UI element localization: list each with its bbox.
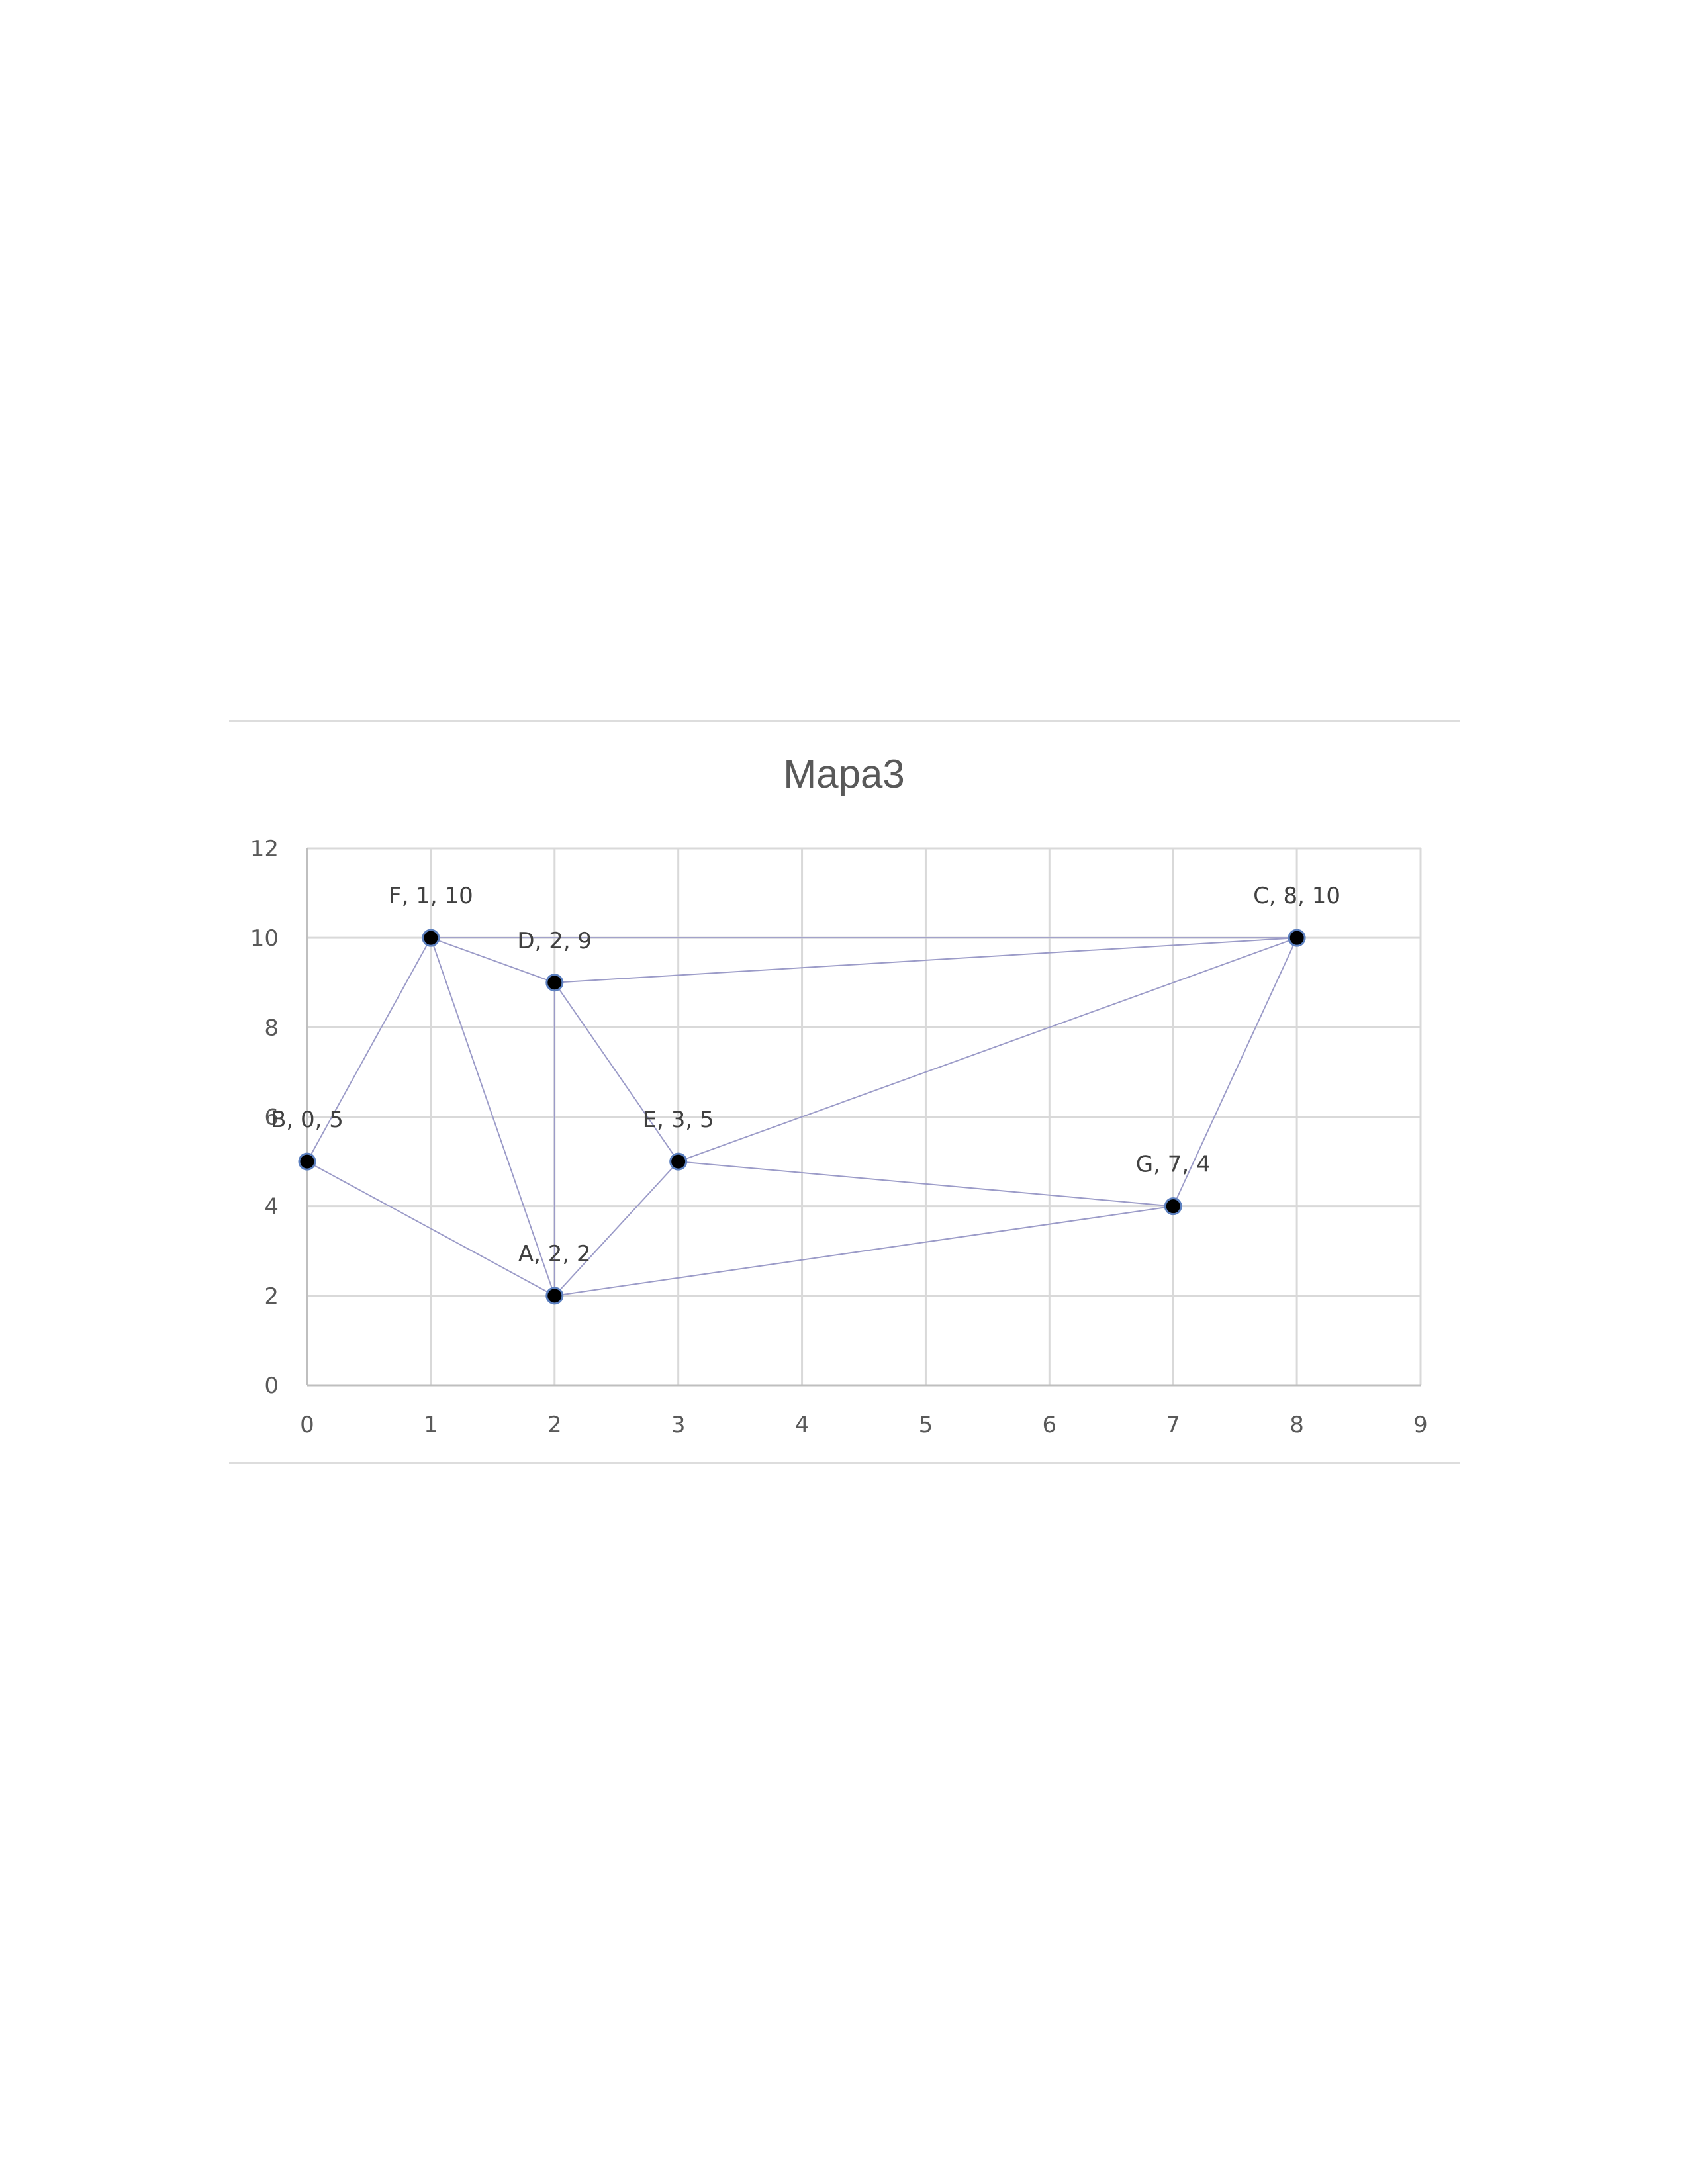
grid (307, 847, 1422, 1385)
x-tick-label: 3 (671, 1412, 686, 1438)
y-tick-label: 10 (250, 925, 279, 952)
edge-e-g (678, 1161, 1174, 1207)
edge-d-e (553, 982, 679, 1162)
point-label-d: D, 2, 9 (517, 928, 592, 954)
point-labels: A, 2, 2 B, 0, 5 C, 8, 10 D, 2, 9 E, 3, 5 F, 1… (271, 883, 1340, 1267)
point-f (422, 929, 440, 947)
y-tick-label: 4 (264, 1194, 279, 1220)
points (298, 929, 1306, 1305)
y-tick-label: 2 (264, 1283, 279, 1310)
edge-b-a (306, 1161, 555, 1297)
x-tick-label: 9 (1413, 1412, 1428, 1438)
x-tick-label: 4 (795, 1412, 810, 1438)
point-label-e: E, 3, 5 (643, 1107, 714, 1133)
point-label-c: C, 8, 10 (1253, 883, 1340, 909)
x-tick-label: 6 (1043, 1412, 1057, 1438)
edge-a-g (554, 1205, 1174, 1297)
edge-f-d (430, 937, 555, 983)
y-tick-label: 0 (264, 1373, 279, 1399)
x-tick-label: 2 (547, 1412, 562, 1438)
point-a (545, 1287, 564, 1305)
edge-d-c (554, 937, 1297, 983)
x-tick-label: 0 (300, 1412, 314, 1438)
x-tick-label: 5 (919, 1412, 933, 1438)
point-label-f: F, 1, 10 (389, 883, 473, 909)
point-g (1164, 1197, 1182, 1216)
point-label-a: A, 2, 2 (518, 1241, 591, 1267)
point-d (545, 974, 564, 992)
y-tick-label: 12 (250, 836, 279, 862)
point-e (669, 1152, 688, 1171)
x-tick-label: 1 (424, 1412, 438, 1438)
point-label-g: G, 7, 4 (1136, 1152, 1211, 1178)
edge-a-e (554, 1161, 679, 1297)
edges (306, 937, 1298, 1297)
point-label-b: B, 0, 5 (271, 1107, 344, 1133)
y-tick-label: 8 (264, 1015, 279, 1041)
edge-f-a (430, 937, 555, 1297)
point-b (298, 1152, 316, 1171)
y-tick-label: 6 (264, 1105, 279, 1131)
chart-title: Mapa3 (783, 752, 904, 796)
chart-frame (229, 720, 1460, 1464)
edge-b-f (306, 937, 432, 1162)
edge-e-c (678, 937, 1297, 1163)
point-c (1288, 929, 1306, 947)
x-tick-label: 7 (1166, 1412, 1180, 1438)
x-tick-label: 8 (1289, 1412, 1304, 1438)
edge-g-c (1172, 937, 1298, 1207)
